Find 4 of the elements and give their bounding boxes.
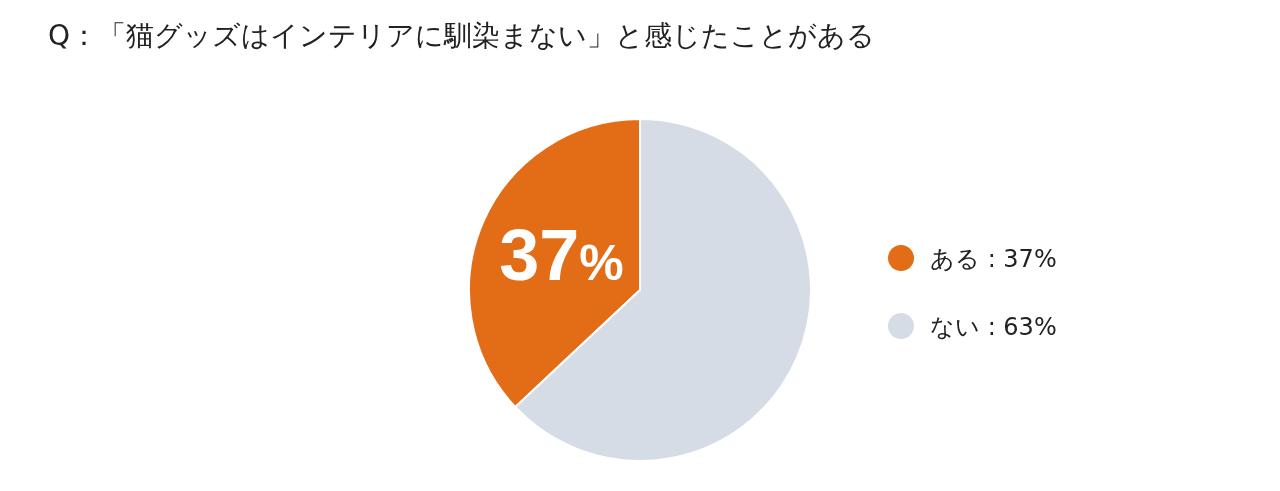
legend-label: ない : 63% [930, 313, 1057, 341]
chart-title: Q：「猫グッズはインテリアに馴染まない」と感じたことがある [48, 19, 876, 52]
legend-label: ある : 37% [930, 245, 1057, 273]
data-label: 37% [499, 215, 624, 296]
